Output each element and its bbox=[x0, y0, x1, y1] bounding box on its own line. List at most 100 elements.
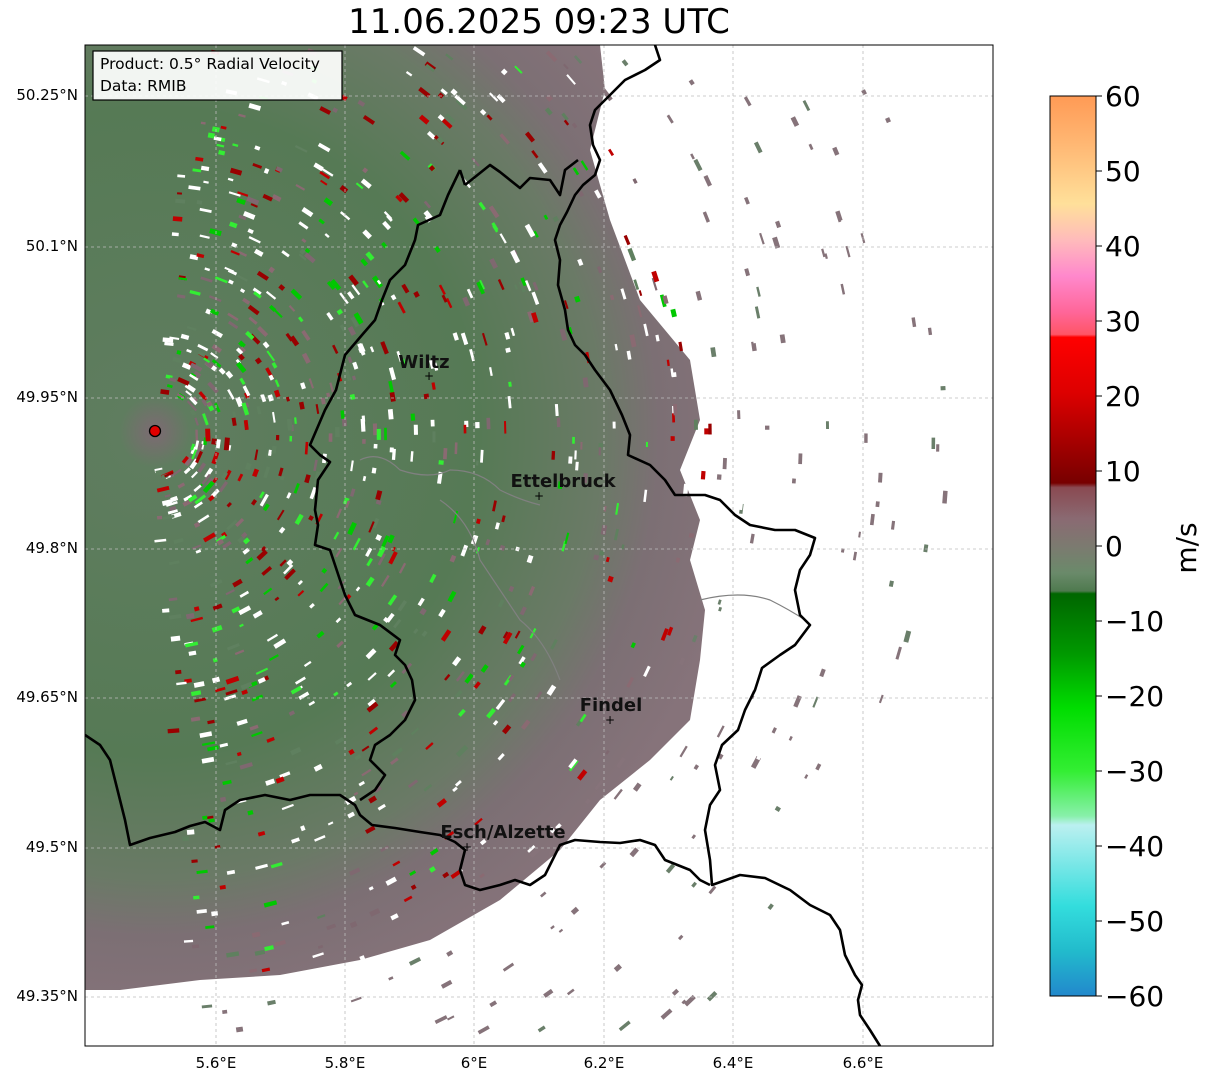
velocity-speckle bbox=[791, 478, 796, 484]
velocity-speckle bbox=[708, 423, 712, 435]
velocity-speckle bbox=[172, 216, 183, 222]
velocity-speckle bbox=[428, 164, 436, 172]
velocity-speckle bbox=[835, 613, 844, 627]
velocity-speckle bbox=[192, 370, 202, 379]
velocity-speckle bbox=[209, 579, 223, 588]
velocity-speckle bbox=[488, 367, 493, 377]
velocity-speckle bbox=[888, 580, 894, 587]
velocity-speckle bbox=[275, 776, 285, 784]
velocity-speckle bbox=[578, 190, 585, 198]
velocity-speckle bbox=[293, 482, 300, 494]
velocity-speckle bbox=[254, 949, 266, 956]
velocity-speckle bbox=[294, 144, 308, 153]
latitude-labels: 50.25°N 50.1°N 49.95°N 49.8°N 49.65°N 49… bbox=[16, 86, 78, 1005]
velocity-speckle bbox=[323, 197, 334, 207]
velocity-speckle bbox=[908, 317, 912, 325]
velocity-speckle bbox=[218, 367, 226, 375]
velocity-speckle bbox=[313, 763, 323, 772]
velocity-speckle bbox=[878, 694, 884, 704]
velocity-speckle bbox=[807, 685, 816, 695]
velocity-speckle bbox=[345, 500, 351, 508]
velocity-speckle bbox=[316, 630, 325, 639]
velocity-speckle bbox=[201, 399, 208, 407]
velocity-speckle bbox=[365, 547, 373, 557]
velocity-speckle bbox=[155, 469, 164, 476]
velocity-speckle bbox=[321, 167, 334, 177]
city-label: Wiltz bbox=[398, 352, 449, 373]
velocity-speckle bbox=[218, 150, 226, 156]
velocity-speckle bbox=[309, 486, 317, 500]
velocity-speckle bbox=[281, 803, 294, 811]
velocity-speckle bbox=[385, 876, 397, 886]
velocity-speckle bbox=[543, 214, 549, 220]
city-marker-icon: + bbox=[605, 713, 615, 727]
velocity-speckle bbox=[166, 384, 173, 389]
velocity-speckle bbox=[527, 844, 536, 853]
colorbar-tick-label: 50 bbox=[1105, 155, 1141, 188]
velocity-speckle bbox=[242, 537, 251, 545]
info-box: Product: 0.5° Radial Velocity Data: RMIB bbox=[92, 50, 343, 101]
velocity-speckle bbox=[368, 795, 378, 804]
velocity-speckle bbox=[268, 266, 275, 274]
velocity-speckle bbox=[263, 900, 278, 908]
velocity-speckle bbox=[452, 332, 459, 341]
velocity-speckle bbox=[357, 99, 366, 107]
velocity-speckle bbox=[315, 403, 320, 414]
velocity-speckle bbox=[362, 229, 372, 240]
velocity-speckle bbox=[491, 1001, 504, 1010]
velocity-speckle bbox=[445, 113, 456, 124]
velocity-speckle bbox=[645, 73, 654, 84]
velocity-speckle bbox=[389, 681, 397, 689]
velocity-speckle bbox=[413, 628, 419, 635]
velocity-speckle bbox=[940, 385, 946, 391]
velocity-speckle bbox=[404, 1020, 418, 1030]
lon-tick-label: 6.6°E bbox=[843, 1054, 884, 1072]
velocity-speckle bbox=[575, 461, 579, 471]
velocity-speckle bbox=[722, 457, 727, 470]
velocity-speckle bbox=[167, 728, 180, 734]
velocity-speckle bbox=[332, 107, 339, 113]
velocity-speckle bbox=[399, 150, 411, 161]
velocity-speckle bbox=[219, 884, 226, 890]
velocity-speckle bbox=[301, 207, 314, 218]
velocity-speckle bbox=[753, 141, 763, 154]
velocity-speckle bbox=[885, 117, 891, 124]
velocity-speckle bbox=[245, 330, 255, 341]
velocity-speckle bbox=[241, 531, 248, 539]
velocity-speckle bbox=[168, 560, 180, 566]
velocity-speckle bbox=[350, 316, 359, 328]
velocity-speckle bbox=[178, 277, 188, 281]
velocity-speckle bbox=[546, 684, 557, 696]
velocity-speckle bbox=[326, 312, 334, 321]
velocity-speckle bbox=[204, 467, 214, 479]
velocity-speckle bbox=[561, 112, 569, 121]
velocity-speckle bbox=[413, 424, 419, 435]
velocity-speckle bbox=[199, 207, 212, 213]
velocity-speckle bbox=[743, 96, 752, 107]
velocity-speckle bbox=[308, 378, 315, 389]
velocity-speckle bbox=[252, 162, 263, 169]
velocity-speckle bbox=[388, 551, 398, 565]
velocity-speckle bbox=[584, 798, 592, 805]
velocity-speckle bbox=[261, 967, 271, 973]
velocity-speckle bbox=[223, 437, 230, 451]
velocity-speckle bbox=[518, 656, 526, 665]
velocity-speckle bbox=[301, 329, 311, 342]
velocity-speckle bbox=[226, 519, 238, 531]
velocity-speckle bbox=[208, 818, 215, 823]
velocity-speckle bbox=[401, 710, 410, 718]
velocity-speckle bbox=[651, 270, 660, 283]
velocity-speckle bbox=[197, 462, 207, 473]
velocity-speckle bbox=[423, 783, 433, 792]
velocity-speckle bbox=[252, 287, 262, 296]
velocity-speckle bbox=[666, 877, 676, 888]
velocity-speckle bbox=[266, 736, 275, 743]
velocity-speckle bbox=[327, 821, 334, 826]
velocity-speckle bbox=[434, 245, 441, 253]
velocity-speckle bbox=[193, 895, 200, 900]
velocity-speckle bbox=[336, 308, 344, 316]
velocity-speckle bbox=[284, 568, 296, 581]
velocity-speckle bbox=[752, 160, 759, 171]
velocity-speckle bbox=[227, 389, 235, 400]
velocity-speckle bbox=[505, 347, 511, 353]
